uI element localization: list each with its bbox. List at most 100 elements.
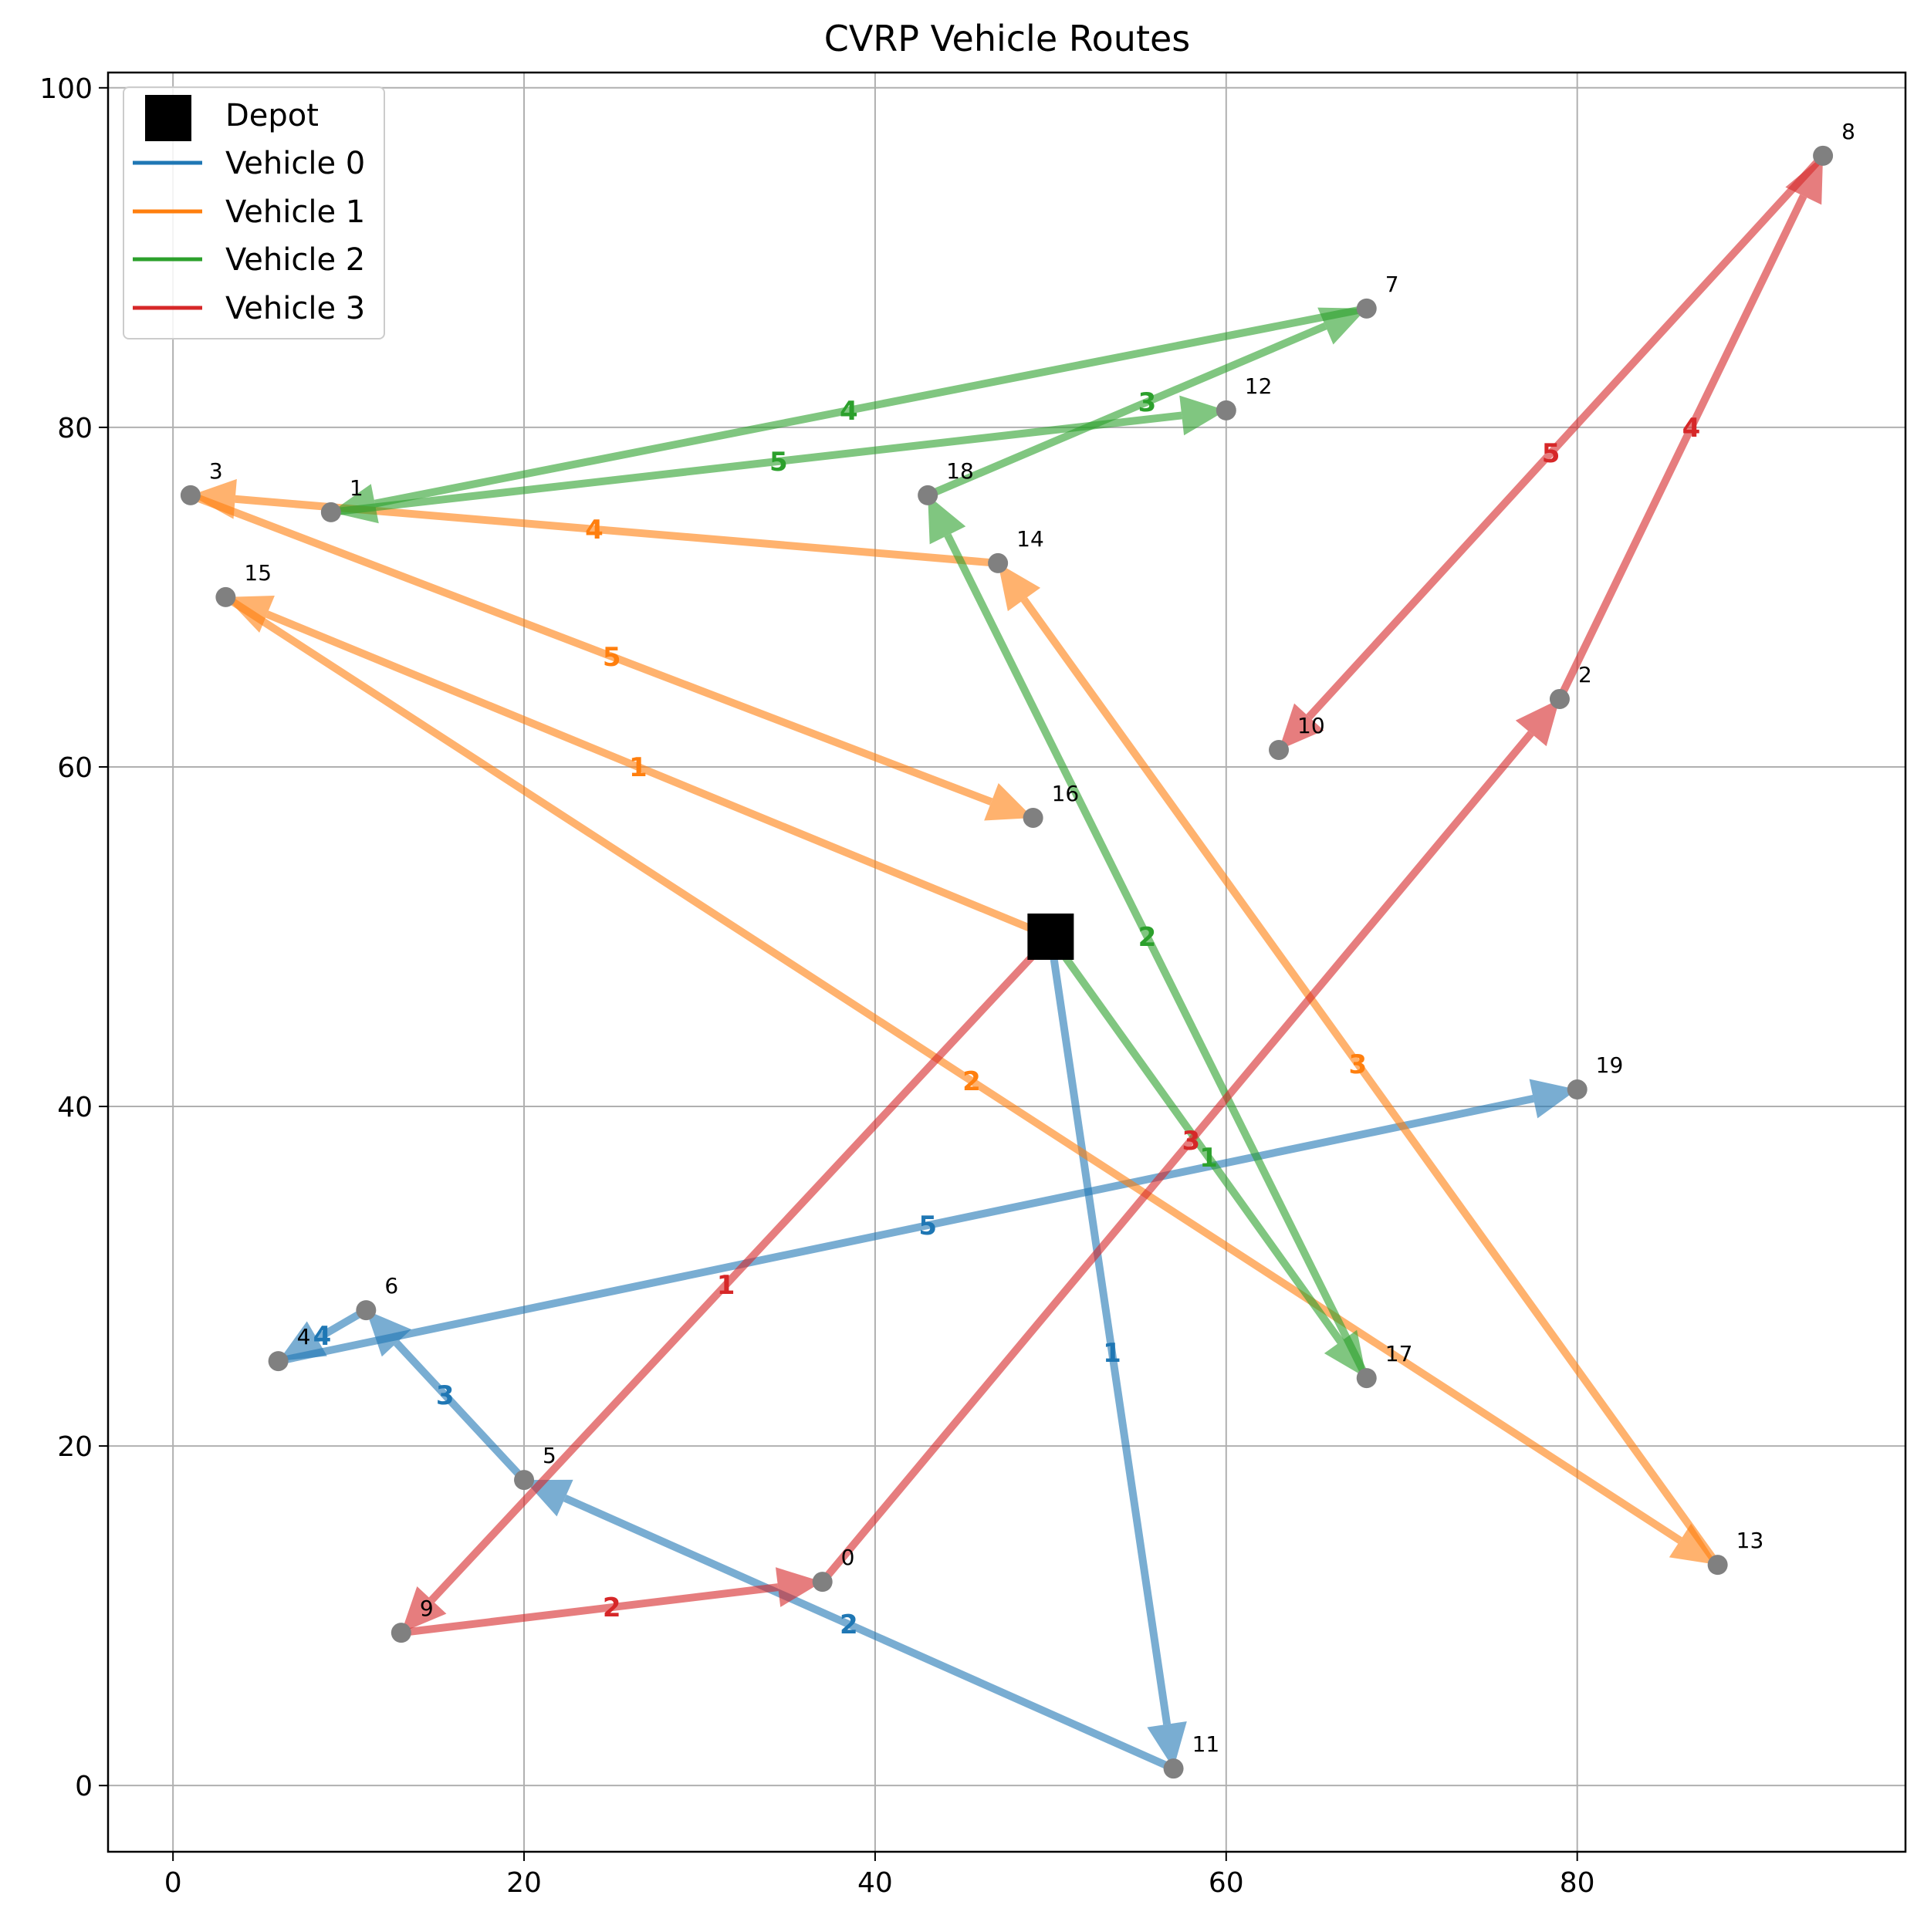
grid-lines	[108, 73, 1905, 1852]
customer-node-label: 2	[1578, 662, 1592, 687]
customer-node-label: 11	[1192, 1731, 1220, 1757]
customer-node	[514, 1470, 535, 1491]
customer-node-label: 3	[209, 458, 223, 484]
route-arrowhead	[1515, 698, 1560, 747]
route-segment	[265, 610, 1053, 941]
route-step-label: 3	[1182, 1126, 1200, 1157]
customer-node-label: 13	[1736, 1528, 1764, 1553]
route-arrowhead	[1147, 1721, 1187, 1769]
route-segment	[563, 1495, 1175, 1772]
customer-node-label: 17	[1385, 1341, 1413, 1366]
route-segment	[1306, 153, 1826, 720]
route-step-label: 3	[436, 1380, 455, 1411]
x-tick-label: 40	[857, 1867, 893, 1899]
route-segment	[819, 731, 1534, 1585]
customer-node	[320, 502, 341, 522]
route-step-label: 4	[1682, 413, 1701, 444]
route-segment	[1047, 936, 1172, 1725]
y-tick-label: 80	[57, 413, 93, 444]
customer-node	[1356, 298, 1377, 319]
route-step-label: 2	[1138, 922, 1157, 953]
customer-node	[1269, 739, 1290, 760]
legend-vehicle-1-label: Vehicle 1	[225, 194, 365, 230]
route-step-label: 1	[1199, 1143, 1218, 1174]
customer-node	[918, 485, 938, 505]
legend: Depot Vehicle 0 Vehicle 1 Vehicle 2 Vehi…	[123, 86, 385, 339]
legend-vehicle-0-label: Vehicle 0	[225, 146, 365, 181]
customer-node	[268, 1351, 289, 1372]
customer-node	[1216, 400, 1236, 421]
customer-node-label: 4	[297, 1324, 311, 1349]
customer-node-label: 12	[1245, 373, 1273, 399]
route-segment	[189, 491, 993, 806]
depot-marker	[1027, 913, 1074, 960]
chart-title: CVRP Vehicle Routes	[824, 18, 1191, 59]
customer-node	[180, 485, 201, 505]
customer-node-label: 16	[1052, 781, 1080, 806]
route-segment	[330, 411, 1182, 516]
route-step-labels: 1 2 3 4 5 1 2 3 4 5 1 2 3 4 5 1 2 3 4 5	[313, 387, 1701, 1640]
vehicle-2-route	[330, 304, 1371, 1380]
customer-node	[1567, 1079, 1588, 1100]
customer-node	[356, 1300, 377, 1321]
customer-node	[1163, 1758, 1184, 1779]
route-segment	[277, 1095, 1534, 1365]
y-tick-label: 60	[57, 752, 93, 784]
legend-box	[123, 86, 385, 339]
x-tick-label: 60	[1209, 1867, 1244, 1899]
customer-node	[988, 552, 1009, 573]
customer-node-label: 8	[1841, 119, 1855, 144]
route-arrowhead	[1279, 703, 1324, 750]
customer-node-label: 18	[946, 458, 974, 484]
route-step-label: 3	[1138, 387, 1157, 418]
vehicle-3-route	[401, 153, 1826, 1637]
customer-node-label: 0	[841, 1545, 855, 1570]
legend-depot-marker	[145, 95, 191, 141]
customer-node	[391, 1623, 411, 1643]
customer-node-label: 6	[384, 1273, 398, 1299]
x-tick-label: 80	[1560, 1867, 1595, 1899]
route-step-label: 2	[962, 1066, 981, 1097]
customer-node-label: 9	[420, 1596, 434, 1621]
customer-node	[1813, 145, 1834, 166]
plot-frame	[107, 71, 1907, 1853]
route-segment	[374, 304, 1368, 508]
route-segment	[223, 593, 1682, 1544]
y-tick-label: 100	[39, 73, 93, 105]
route-step-label: 5	[918, 1211, 937, 1241]
route-segment	[1556, 194, 1807, 701]
route-step-label: 1	[1103, 1338, 1121, 1369]
route-arrowhead	[401, 1586, 447, 1633]
route-arrowhead	[1324, 1329, 1367, 1379]
customer-node-label: 1	[350, 475, 363, 501]
customer-node	[1549, 688, 1570, 709]
route-step-label: 1	[717, 1270, 735, 1301]
route-step-label: 2	[603, 1593, 621, 1623]
customer-node	[812, 1572, 833, 1593]
legend-depot-label: Depot	[225, 98, 319, 133]
route-segment	[926, 322, 1327, 499]
route-step-label: 1	[629, 752, 648, 783]
route-step-label: 5	[603, 642, 621, 673]
customer-node-label: 10	[1297, 713, 1325, 738]
customer-node	[1707, 1555, 1728, 1576]
route-arrowhead	[366, 1310, 411, 1357]
route-step-label: 5	[769, 447, 788, 478]
route-step-label: 4	[585, 515, 604, 545]
route-segment	[428, 934, 1054, 1603]
route-step-label: 4	[313, 1321, 332, 1352]
route-segment	[1020, 597, 1721, 1568]
route-segment	[401, 1583, 779, 1637]
depot-layer	[1027, 913, 1074, 960]
vehicle-0-route	[277, 936, 1577, 1772]
route-arrowhead	[1179, 395, 1226, 436]
customer-node	[215, 586, 236, 607]
customer-node	[1023, 807, 1043, 828]
route-step-label: 2	[840, 1609, 858, 1640]
route-arrowhead	[984, 782, 1033, 821]
legend-vehicle-2-label: Vehicle 2	[225, 242, 365, 278]
customer-node-label: 7	[1385, 272, 1399, 297]
